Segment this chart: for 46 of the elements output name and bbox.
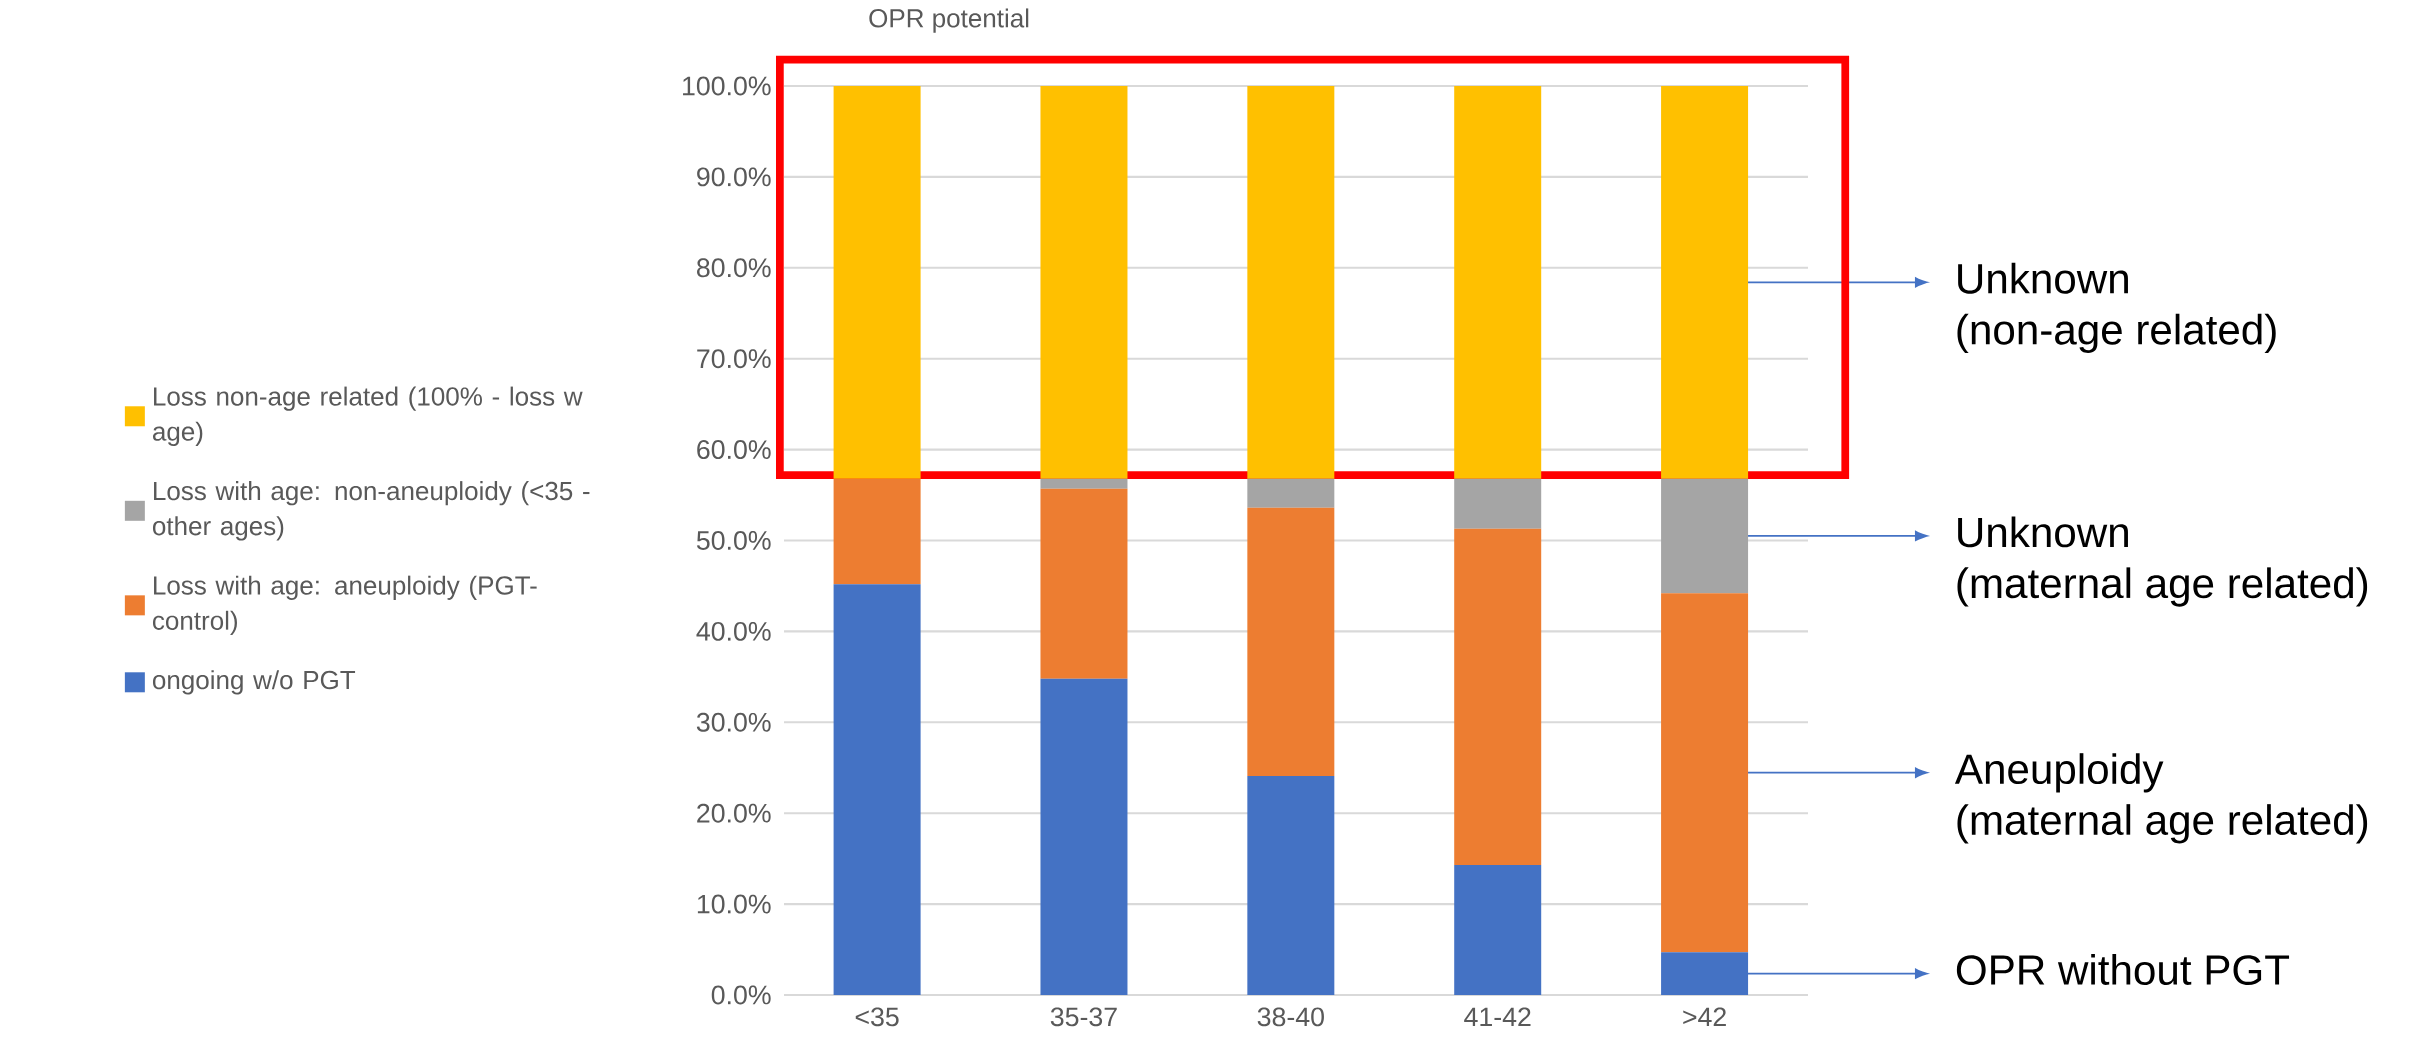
y-tick-label: 10.0% (697, 894, 771, 914)
y-tick-label: 70.0% (697, 349, 771, 369)
x-tick-label: 38-40 (1257, 1007, 1324, 1027)
bar (1247, 85, 1335, 479)
bar (833, 85, 921, 479)
y-tick-label: 50.0% (696, 531, 771, 550)
bar (833, 478, 921, 585)
legend-label: ongoing w/o PGT (152, 670, 356, 695)
bar (1040, 678, 1128, 995)
bar (1454, 85, 1542, 479)
y-tick-label: 80.0% (697, 258, 771, 278)
text: Aneuploidy (1954, 753, 2164, 793)
legend-label: Loss with age: aneuploidy (PGT-control) (152, 575, 537, 636)
bar (1454, 865, 1542, 995)
x-tick-label: 41-42 (1464, 1007, 1531, 1027)
bar (1454, 478, 1542, 529)
legend-label: Loss non-age related (100% - loss w age) (152, 386, 583, 446)
text: (maternal age related) (1957, 804, 2368, 844)
bar (1661, 593, 1749, 953)
bar (1040, 85, 1128, 479)
text: (maternal age related) (1957, 567, 2368, 607)
y-tick-label: 100.0% (683, 76, 771, 96)
bar (1040, 488, 1128, 679)
text: OPR without PGT (1956, 954, 2290, 985)
bar (1247, 775, 1335, 995)
y-tick-label: 0.0% (711, 985, 771, 1005)
bar (1247, 507, 1335, 776)
y-tick-label: 60.0% (697, 440, 771, 460)
text: Unknown (1958, 262, 2128, 294)
y-tick-label: 20.0% (697, 803, 771, 823)
text: (non-age related) (1957, 313, 2276, 354)
legend-label: Loss with age: non-aneuploidy (<35 - other ages) (152, 481, 590, 541)
y-tick-label: 90.0% (697, 167, 771, 187)
x-tick-label: >42 (1683, 1007, 1726, 1027)
x-tick-label: 35-37 (1050, 1007, 1117, 1027)
bar (1040, 478, 1128, 489)
bar (833, 584, 921, 995)
x-tick-label: <35 (855, 1007, 899, 1027)
y-tick-label: 40.0% (696, 621, 771, 641)
text: Unknown (1958, 516, 2128, 548)
bar (1661, 85, 1749, 479)
bar (1454, 528, 1542, 866)
bar (1247, 478, 1335, 508)
bar (1661, 478, 1749, 594)
y-tick-label: 30.0% (696, 712, 771, 732)
chart-title: OPR potential (869, 8, 1029, 33)
